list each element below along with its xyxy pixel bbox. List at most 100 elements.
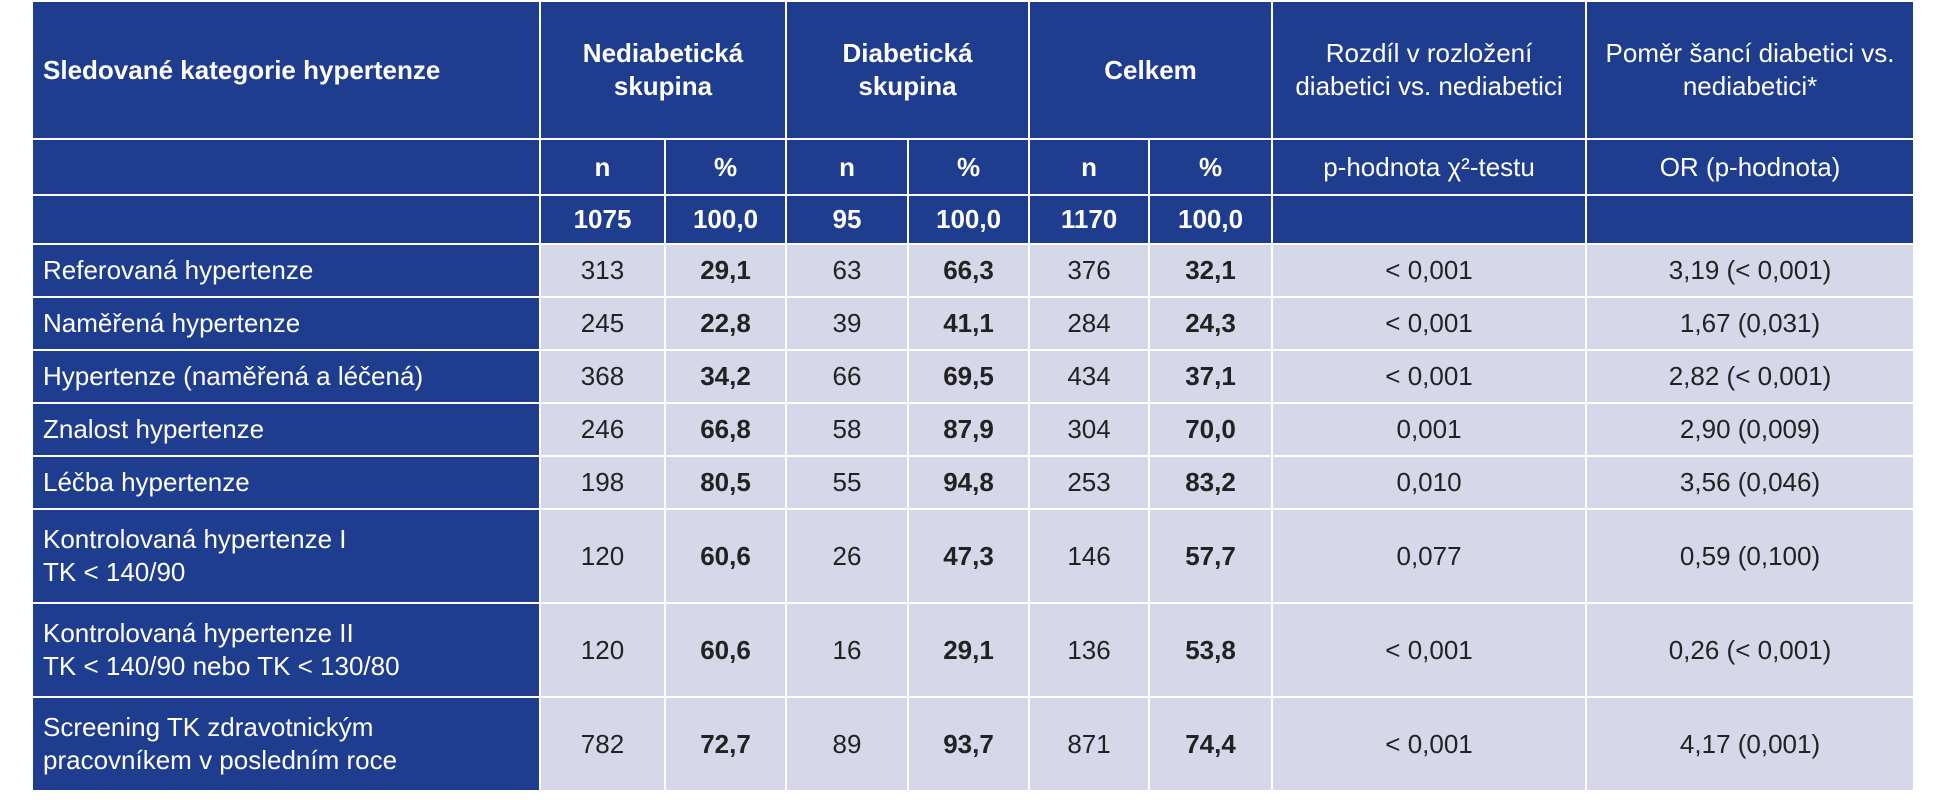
total-cell: 100,0 bbox=[907, 194, 1031, 245]
data-cell: 368 bbox=[539, 349, 666, 404]
data-cell: 2,90 (0,009) bbox=[1585, 402, 1916, 457]
data-cell: 120 bbox=[539, 602, 666, 698]
empty-header-cell bbox=[1271, 194, 1588, 245]
column-header: Poměr šancí diabetici vs. nediabetici* bbox=[1585, 0, 1916, 140]
data-row: Kontrolovaná hypertenze II TK < 140/90 ne… bbox=[31, 602, 1916, 698]
data-cell: 2,82 (< 0,001) bbox=[1585, 349, 1916, 404]
data-cell: 26 bbox=[785, 508, 910, 604]
data-cell: 0,59 (0,100) bbox=[1585, 508, 1916, 604]
total-cell: 95 bbox=[785, 194, 910, 245]
data-row: Kontrolovaná hypertenze I TK < 140/90 120 6… bbox=[31, 508, 1916, 604]
empty-header-cell bbox=[1585, 194, 1916, 245]
data-cell: 89 bbox=[785, 696, 910, 792]
data-cell: 94,8 bbox=[907, 455, 1031, 510]
column-header: Rozdíl v rozložení diabetici vs. nediabe… bbox=[1271, 0, 1588, 140]
data-cell: 16 bbox=[785, 602, 910, 698]
row-label: Naměřená hypertenze bbox=[31, 296, 541, 351]
data-cell: 782 bbox=[539, 696, 666, 792]
row-label: Hypertenze (naměřená a léčená) bbox=[31, 349, 541, 404]
data-cell: 246 bbox=[539, 402, 666, 457]
data-row: Screening TK zdravotnickým pracovníkem v … bbox=[31, 696, 1916, 792]
data-cell: 245 bbox=[539, 296, 666, 351]
data-cell: 87,9 bbox=[907, 402, 1031, 457]
row-label-line: Léčba hypertenze bbox=[43, 467, 250, 497]
row-label-line: TK < 140/90 nebo TK < 130/80 bbox=[43, 651, 400, 681]
totals-row: 1075 100,0 95 100,0 1170 100,0 bbox=[31, 194, 1916, 245]
data-cell: < 0,001 bbox=[1271, 243, 1588, 298]
data-cell: 60,6 bbox=[663, 602, 788, 698]
data-cell: < 0,001 bbox=[1271, 602, 1588, 698]
column-header: Sledované kategorie hypertenze bbox=[31, 0, 541, 140]
data-cell: 871 bbox=[1028, 696, 1151, 792]
subheader-cell: n bbox=[1028, 138, 1151, 196]
row-label: Screening TK zdravotnickým pracovníkem v … bbox=[31, 696, 541, 792]
column-header: Celkem bbox=[1028, 0, 1274, 140]
data-row: Naměřená hypertenze 245 22,8 39 41,1 284 24,3 <… bbox=[31, 296, 1916, 351]
row-label: Léčba hypertenze bbox=[31, 455, 541, 510]
row-label-line: Kontrolovaná hypertenze I bbox=[43, 524, 347, 554]
total-cell: 100,0 bbox=[1148, 194, 1274, 245]
data-row: Referovaná hypertenze 313 29,1 63 66,3 376 32,… bbox=[31, 243, 1916, 298]
data-cell: 284 bbox=[1028, 296, 1151, 351]
data-cell: < 0,001 bbox=[1271, 696, 1588, 792]
data-cell: 83,2 bbox=[1148, 455, 1274, 510]
data-cell: 24,3 bbox=[1148, 296, 1274, 351]
row-label-line: Referovaná hypertenze bbox=[43, 255, 314, 285]
data-cell: 55 bbox=[785, 455, 910, 510]
data-cell: 66,3 bbox=[907, 243, 1031, 298]
table-body: Sledované kategorie hypertenze Nediabetic… bbox=[31, 0, 1916, 792]
data-cell: 3,56 (0,046) bbox=[1585, 455, 1916, 510]
data-cell: 34,2 bbox=[663, 349, 788, 404]
subheader-cell: n bbox=[539, 138, 666, 196]
data-cell: 80,5 bbox=[663, 455, 788, 510]
row-label-line: Znalost hypertenze bbox=[43, 414, 265, 444]
data-cell: 198 bbox=[539, 455, 666, 510]
data-cell: 4,17 (0,001) bbox=[1585, 696, 1916, 792]
total-cell: 1170 bbox=[1028, 194, 1151, 245]
data-cell: 29,1 bbox=[907, 602, 1031, 698]
data-cell: 93,7 bbox=[907, 696, 1031, 792]
data-cell: 32,1 bbox=[1148, 243, 1274, 298]
data-cell: < 0,001 bbox=[1271, 349, 1588, 404]
data-cell: 120 bbox=[539, 508, 666, 604]
data-cell: 29,1 bbox=[663, 243, 788, 298]
data-cell: 69,5 bbox=[907, 349, 1031, 404]
data-cell: 70,0 bbox=[1148, 402, 1274, 457]
subheader-row: n% n% n% p-hodnota χ²-testu OR (p-hodnota) bbox=[31, 138, 1916, 196]
data-cell: 0,077 bbox=[1271, 508, 1588, 604]
data-cell: 53,8 bbox=[1148, 602, 1274, 698]
header-row: Sledované kategorie hypertenze Nediabetic… bbox=[31, 0, 1916, 140]
data-cell: 74,4 bbox=[1148, 696, 1274, 792]
data-row: Léčba hypertenze 198 80,5 55 94,8 253 83,2 0,01… bbox=[31, 455, 1916, 510]
row-label: Kontrolovaná hypertenze II TK < 140/90 ne… bbox=[31, 602, 541, 698]
data-cell: 0,010 bbox=[1271, 455, 1588, 510]
subheader-cell: % bbox=[663, 138, 788, 196]
row-label: Kontrolovaná hypertenze I TK < 140/90 bbox=[31, 508, 541, 604]
subheader-cell: p-hodnota χ²-testu bbox=[1271, 138, 1588, 196]
data-cell: 57,7 bbox=[1148, 508, 1274, 604]
row-label-line: TK < 140/90 bbox=[43, 557, 186, 587]
data-cell: 253 bbox=[1028, 455, 1151, 510]
data-cell: 47,3 bbox=[907, 508, 1031, 604]
data-cell: 39 bbox=[785, 296, 910, 351]
subheader-cell: % bbox=[907, 138, 1031, 196]
column-header: Diabetická skupina bbox=[785, 0, 1031, 140]
data-cell: 376 bbox=[1028, 243, 1151, 298]
data-cell: 313 bbox=[539, 243, 666, 298]
data-cell: 3,19 (< 0,001) bbox=[1585, 243, 1916, 298]
row-label-line: Kontrolovaná hypertenze II bbox=[43, 618, 354, 648]
subheader-cell: % bbox=[1148, 138, 1274, 196]
data-cell: 63 bbox=[785, 243, 910, 298]
total-cell: 100,0 bbox=[663, 194, 788, 245]
empty-header-cell bbox=[31, 194, 541, 245]
data-cell: 66,8 bbox=[663, 402, 788, 457]
data-row: Hypertenze (naměřená a léčená) 368 34,2 66 6… bbox=[31, 349, 1916, 404]
data-cell: 136 bbox=[1028, 602, 1151, 698]
row-label: Znalost hypertenze bbox=[31, 402, 541, 457]
data-cell: 146 bbox=[1028, 508, 1151, 604]
data-cell: 434 bbox=[1028, 349, 1151, 404]
subheader-cell: n bbox=[785, 138, 910, 196]
data-cell: < 0,001 bbox=[1271, 296, 1588, 351]
